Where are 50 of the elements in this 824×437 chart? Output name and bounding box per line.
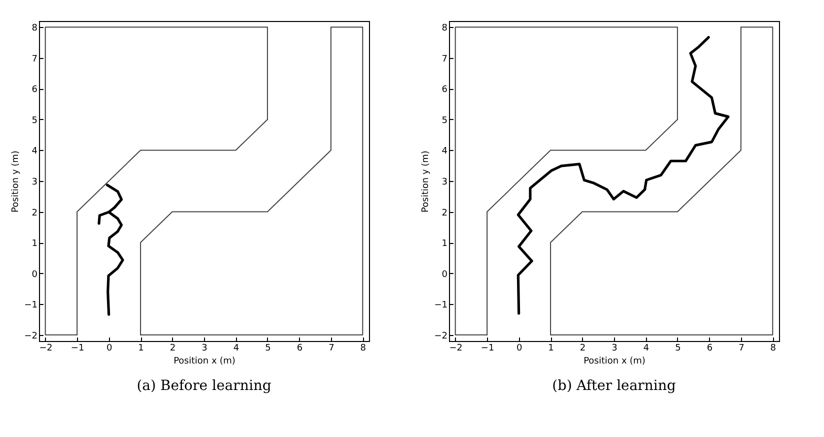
x-tick-label: 5 bbox=[265, 344, 271, 354]
y-tick-label: 0 bbox=[32, 270, 38, 280]
x-tick-label: 1 bbox=[548, 344, 554, 354]
x-tick-label: 3 bbox=[202, 344, 208, 354]
x-tick-label: 8 bbox=[360, 344, 366, 354]
x-tick-label: −2 bbox=[449, 344, 462, 354]
y-axis-title: Position y (m) bbox=[421, 150, 432, 212]
y-tick-label: 6 bbox=[32, 85, 38, 96]
x-tick-label: 2 bbox=[580, 344, 586, 354]
x-tick-label: 3 bbox=[612, 344, 618, 354]
y-tick-label: 8 bbox=[442, 24, 448, 34]
x-tick-label: 0 bbox=[106, 344, 112, 354]
y-tick-label: 4 bbox=[442, 146, 448, 157]
y-tick-label: 5 bbox=[32, 116, 38, 126]
x-tick-label: 8 bbox=[770, 344, 776, 354]
x-tick-label: 6 bbox=[706, 344, 713, 354]
y-tick-label: −2 bbox=[24, 331, 38, 342]
text: (a) Before learning bbox=[136, 378, 272, 394]
x-tick-label: 2 bbox=[170, 344, 176, 354]
y-tick-label: −1 bbox=[434, 300, 448, 311]
y-tick-label: 2 bbox=[32, 208, 38, 218]
x-tick-label: 6 bbox=[296, 344, 303, 354]
x-tick-label: 5 bbox=[675, 344, 681, 354]
x-axis-title: Position x (m) bbox=[174, 356, 236, 366]
y-tick-label: 2 bbox=[442, 208, 448, 218]
y-tick-label: 3 bbox=[32, 178, 38, 188]
text: (b) After learning bbox=[552, 378, 676, 394]
y-tick-label: 1 bbox=[32, 239, 38, 250]
x-tick-label: 7 bbox=[328, 344, 334, 354]
x-tick-label: −1 bbox=[480, 344, 494, 354]
y-tick-label: 3 bbox=[442, 178, 448, 188]
y-tick-label: 8 bbox=[32, 24, 38, 34]
y-tick-label: 7 bbox=[32, 54, 38, 64]
x-tick-label: −1 bbox=[70, 344, 84, 354]
y-tick-label: 1 bbox=[442, 239, 448, 250]
x-tick-label: 1 bbox=[138, 344, 144, 354]
y-tick-label: 7 bbox=[442, 54, 448, 64]
y-tick-label: −2 bbox=[434, 331, 448, 342]
y-tick-label: −1 bbox=[24, 300, 38, 311]
x-tick-label: 7 bbox=[738, 344, 744, 354]
y-tick-label: 4 bbox=[32, 146, 38, 157]
y-tick-label: 5 bbox=[442, 116, 448, 126]
x-axis-title: Position x (m) bbox=[584, 356, 646, 366]
y-tick-label: 0 bbox=[442, 270, 448, 280]
y-tick-label: 6 bbox=[442, 85, 448, 96]
y-axis-title: Position y (m) bbox=[11, 150, 22, 212]
x-tick-label: 0 bbox=[516, 344, 522, 354]
x-tick-label: −2 bbox=[39, 344, 52, 354]
x-tick-label: 4 bbox=[233, 344, 240, 354]
x-tick-label: 4 bbox=[643, 344, 650, 354]
